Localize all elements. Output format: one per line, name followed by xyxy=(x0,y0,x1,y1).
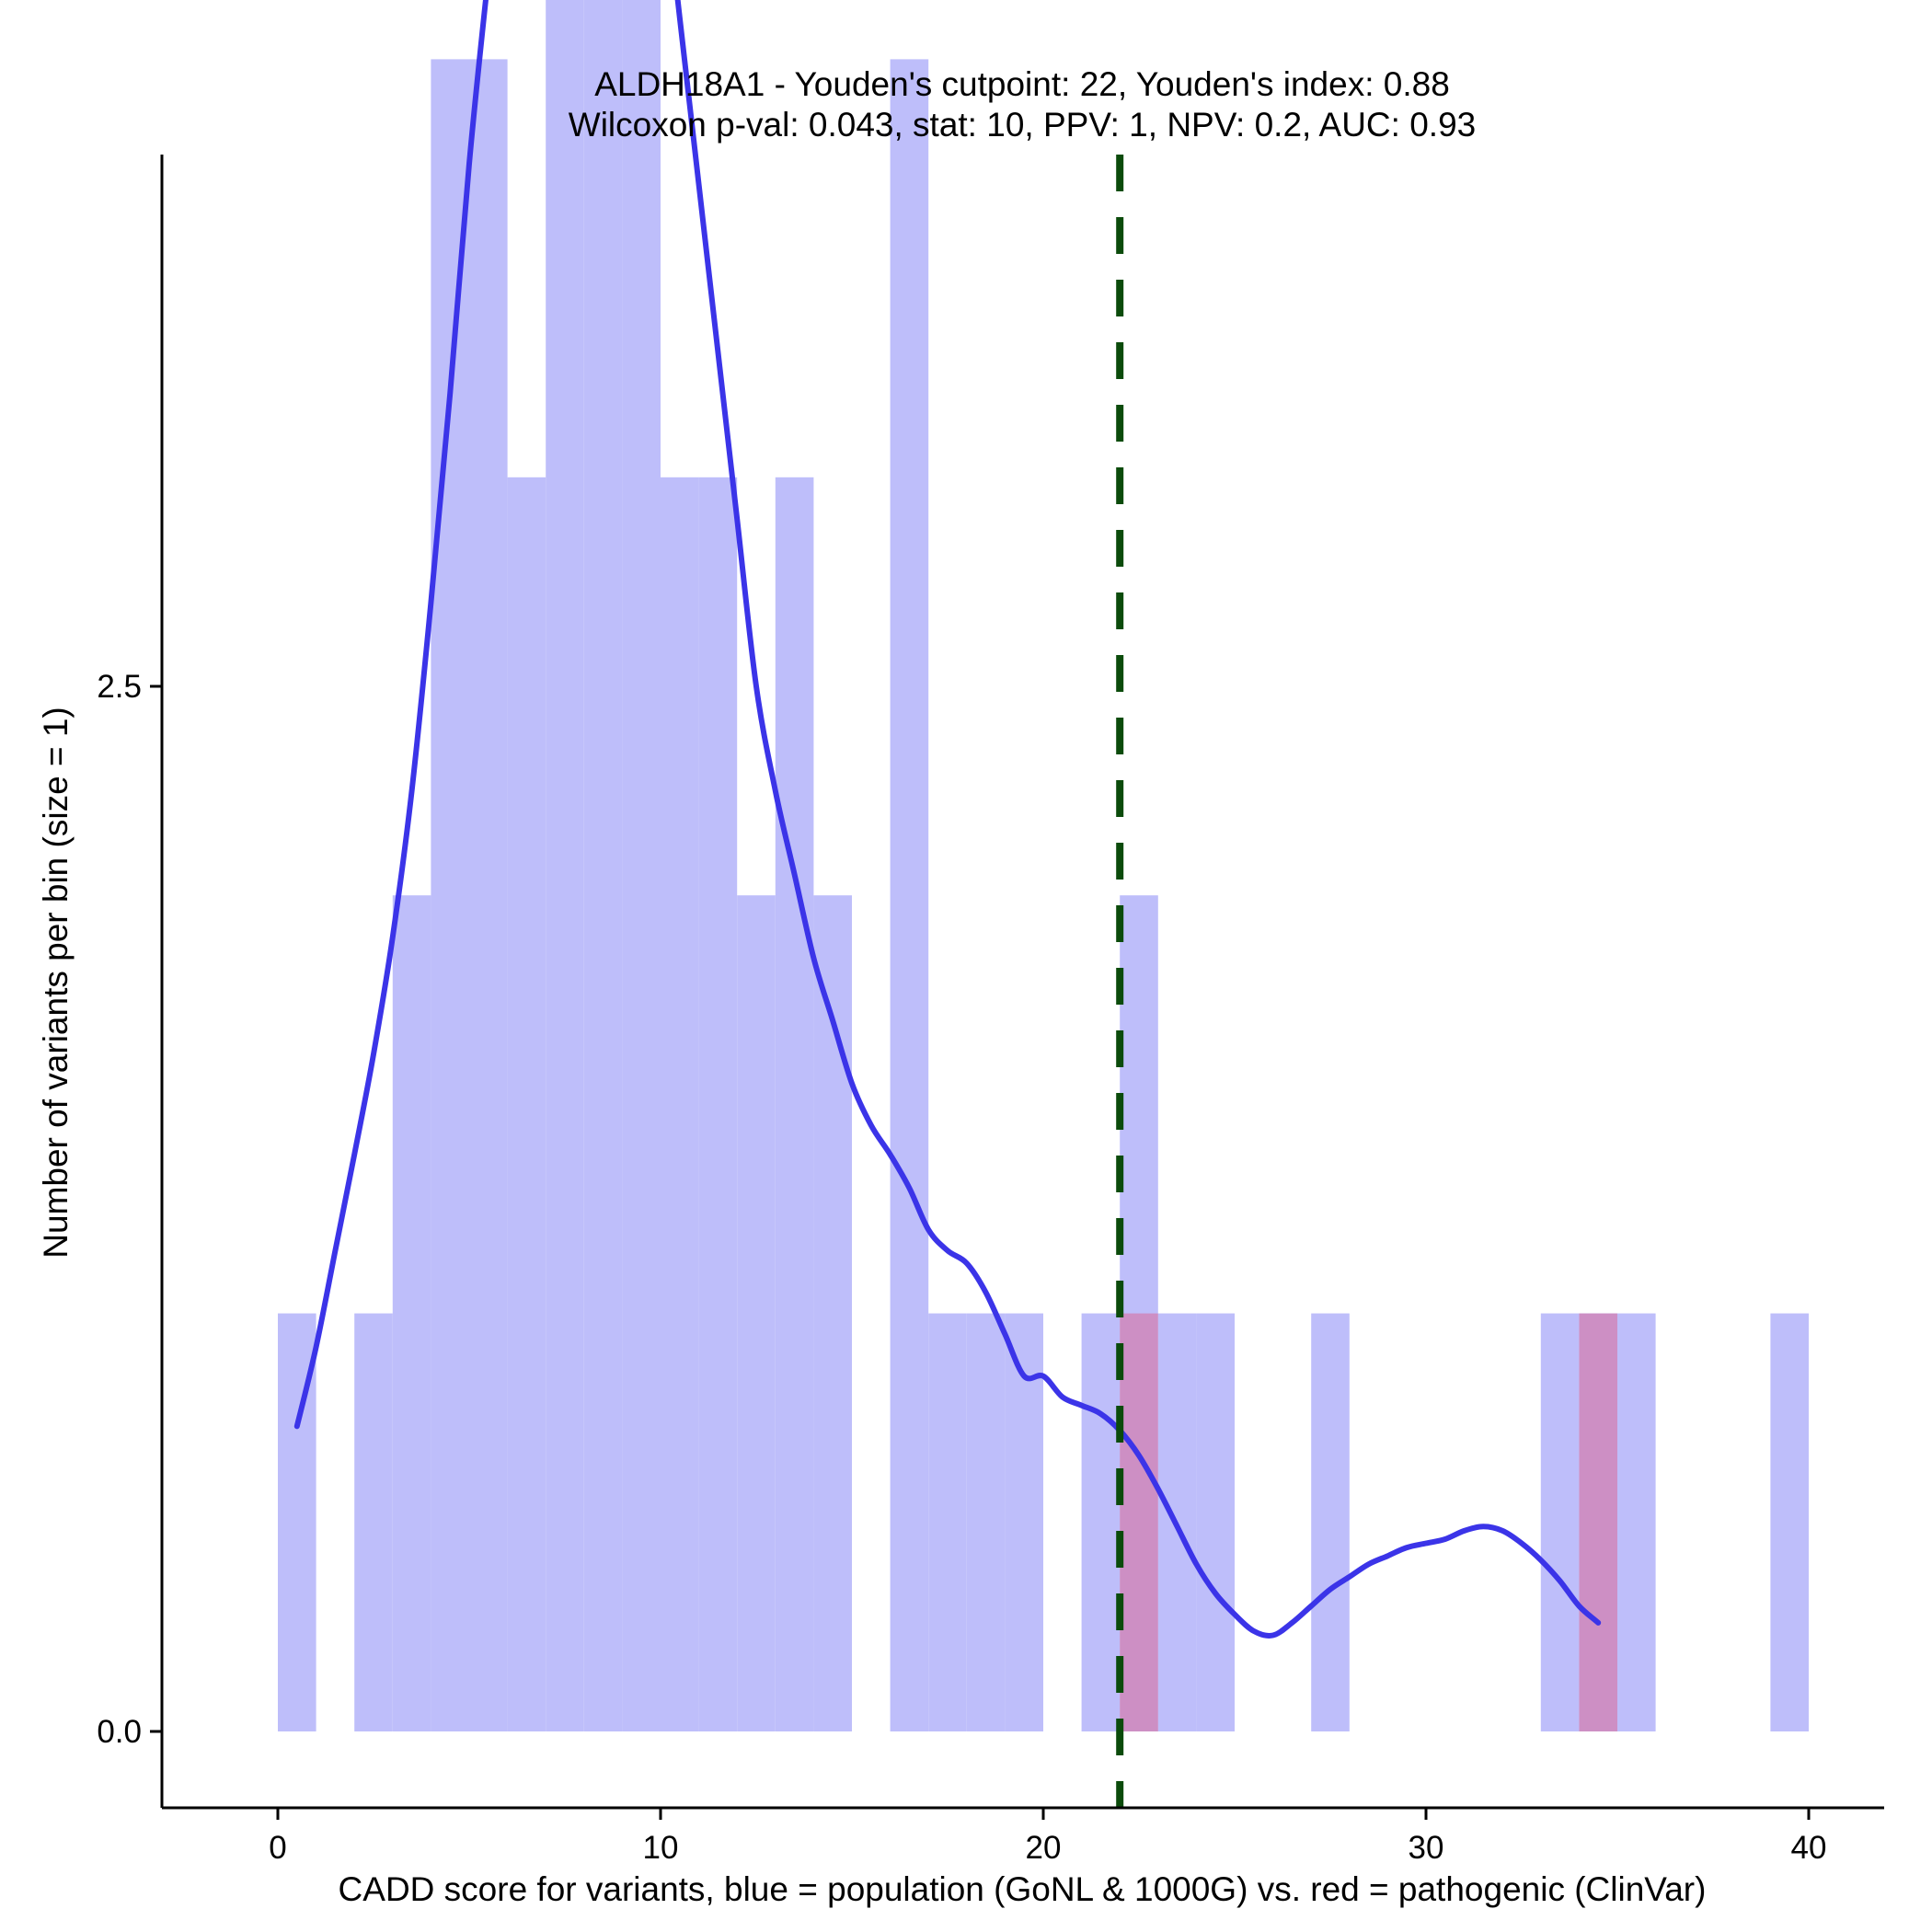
x-tick-label: 20 xyxy=(1026,1830,1062,1866)
population-bar xyxy=(392,895,431,1731)
y-axis-label: Number of variants per bin (size = 1) xyxy=(37,707,75,1258)
x-axis-ticks: 0 10 20 30 40 xyxy=(269,1808,1826,1866)
population-bar xyxy=(890,59,929,1731)
population-bar xyxy=(775,477,814,1731)
pathogenic-bar xyxy=(1579,1313,1617,1731)
population-bar xyxy=(546,0,584,1731)
pathogenic-bars xyxy=(1120,1313,1617,1731)
x-tick-label: 0 xyxy=(269,1830,286,1866)
population-bar xyxy=(507,477,546,1731)
population-bar xyxy=(1617,1313,1656,1731)
x-axis-label: CADD score for variants, blue = populati… xyxy=(339,1870,1707,1908)
y-tick-label: 2.5 xyxy=(97,669,142,705)
population-bar xyxy=(813,895,852,1731)
population-bar xyxy=(1770,1313,1809,1731)
population-bar xyxy=(1081,1313,1121,1731)
population-bar xyxy=(737,895,776,1731)
population-bar xyxy=(698,477,738,1731)
chart-title-line1: ALDH18A1 - Youden's cutpoint: 22, Youden… xyxy=(594,65,1450,103)
x-tick-label: 10 xyxy=(643,1830,679,1866)
population-bar xyxy=(1196,1313,1235,1731)
density-curve xyxy=(293,0,1602,1639)
y-axis-ticks: 0.02.55.07.5 xyxy=(97,669,162,1750)
population-bar xyxy=(622,0,661,1731)
x-tick-label: 30 xyxy=(1409,1830,1444,1866)
population-bar xyxy=(431,59,469,1731)
population-bar xyxy=(583,0,623,1731)
x-tick-label: 40 xyxy=(1791,1830,1827,1866)
population-bar xyxy=(1005,1313,1043,1731)
population-bar xyxy=(469,59,508,1731)
population-bar xyxy=(354,1313,393,1731)
population-bar xyxy=(966,1313,1006,1731)
population-bar xyxy=(928,1313,967,1731)
y-tick-label: 0.0 xyxy=(97,1714,142,1750)
population-bar xyxy=(1540,1313,1580,1731)
population-bar xyxy=(1311,1313,1350,1731)
pathogenic-bar xyxy=(1120,1313,1158,1731)
chart-title-line2: Wilcoxon p-val: 0.043, stat: 10, PPV: 1,… xyxy=(569,106,1476,144)
population-bar xyxy=(661,477,699,1731)
